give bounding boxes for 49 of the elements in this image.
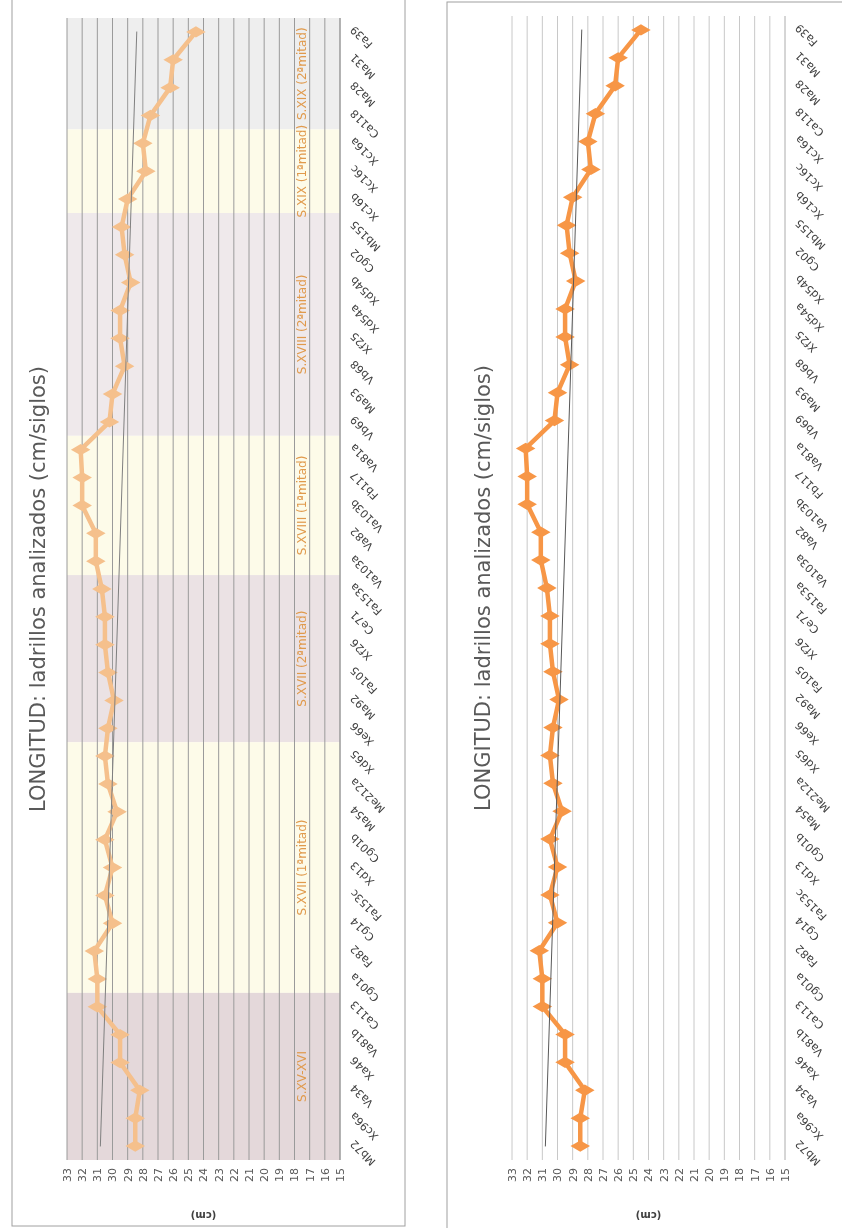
x-tick-label: 22 [227,1168,241,1182]
x-tick-label: 21 [242,1168,256,1182]
band-label: S.XVIII (1ªmitad) [295,455,310,556]
x-tick-label: 30 [551,1168,565,1182]
x-tick-label: 15 [778,1168,792,1182]
band-label: S.XVIII (2ªmitad) [295,274,310,375]
x-tick-label: 28 [581,1168,595,1182]
x-tick-label: 17 [303,1168,317,1182]
x-tick-label: 22 [672,1168,686,1182]
x-tick-label: 25 [182,1168,196,1182]
x-tick-label: 17 [748,1168,762,1182]
band-label: S.XVII (1ªmitad) [295,819,310,916]
x-tick-label: 29 [121,1168,135,1182]
x-tick-label: 25 [627,1168,641,1182]
text: LONGITUD: ladrillos analizados (cm/siglos) [26,365,50,813]
x-tick-label: 23 [657,1168,671,1182]
x-tick-label: 29 [566,1168,580,1182]
x-tick-label: 19 [273,1168,287,1182]
x-tick-label: 27 [151,1168,165,1182]
x-tick-label: 33 [505,1168,519,1182]
x-tick-label: 31 [536,1168,550,1182]
x-tick-label: 24 [197,1168,211,1182]
text: LONGITUD: ladrillos analizados (cm/siglos) [471,364,495,812]
x-tick-label: 19 [718,1168,732,1182]
x-tick-label: 21 [687,1168,701,1182]
x-tick-label: 16 [318,1168,332,1182]
x-tick-label: 26 [167,1168,181,1182]
x-tick-label: 30 [106,1168,120,1182]
x-axis-title: (cm) [190,1210,217,1221]
x-axis-title: (cm) [635,1210,662,1221]
x-tick-label: 20 [703,1168,717,1182]
x-tick-label: 16 [763,1168,777,1182]
x-tick-label: 33 [60,1168,74,1182]
x-tick-label: 32 [521,1168,535,1182]
x-tick-label: 32 [76,1168,90,1182]
band-label: S.XIX (2ªmitad) [295,27,310,120]
x-tick-label: 24 [642,1168,656,1182]
x-tick-label: 26 [612,1168,626,1182]
band-label: S.XV-XVI [295,1051,310,1102]
band-label: S.XIX (1ªmitad) [295,124,310,218]
band-label: S.XVII (2ªmitad) [295,610,310,707]
x-tick-label: 23 [212,1168,226,1182]
x-tick-label: 18 [733,1168,747,1182]
x-tick-label: 27 [596,1168,610,1182]
x-tick-label: 28 [136,1168,150,1182]
x-tick-label: 15 [333,1168,347,1182]
x-tick-label: 18 [288,1168,302,1182]
x-tick-label: 20 [258,1168,272,1182]
x-tick-label: 31 [91,1168,105,1182]
